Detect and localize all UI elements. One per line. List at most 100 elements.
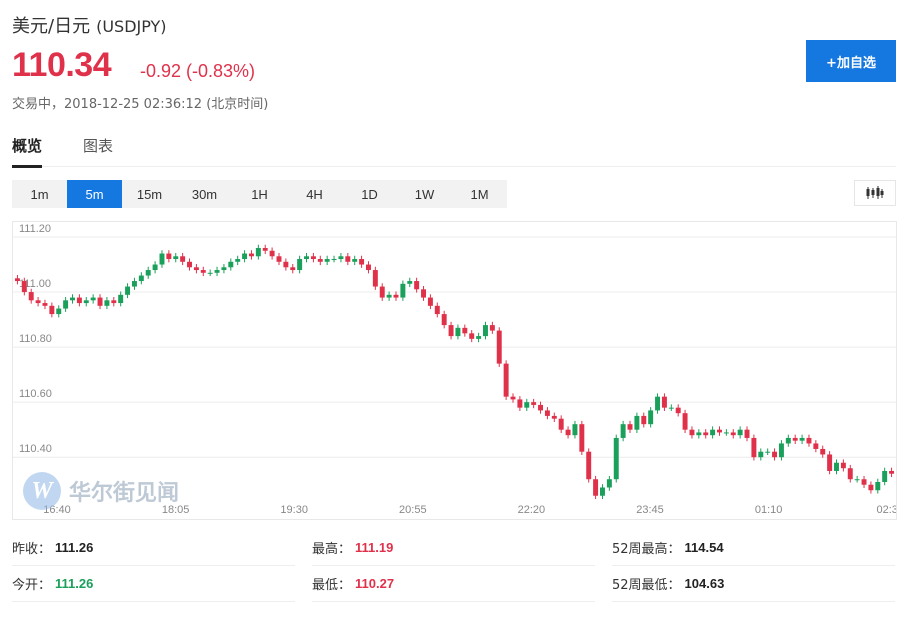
stat-value: 114.54 (684, 540, 724, 555)
candle-body (49, 305, 55, 315)
candle-body (193, 267, 199, 271)
candle-body (290, 267, 296, 271)
candle-body (882, 470, 888, 482)
stat-52w-low: 52周最低： 104.63 (612, 566, 895, 602)
candle-body (544, 410, 550, 416)
candle-body (524, 402, 530, 408)
candle-body (242, 253, 248, 260)
candle-body (806, 437, 812, 444)
candle-body (868, 484, 874, 491)
price-chart[interactable]: 111.20 111.00 110.80 110.60 110.40 16:40 18:05… (12, 221, 897, 520)
candle-body (262, 248, 268, 251)
candle-body (145, 270, 151, 276)
interval-4h[interactable]: 4H (306, 186, 323, 202)
candle-body (689, 429, 695, 436)
candle-body (118, 294, 124, 304)
stat-label: 52周最高： (612, 542, 681, 557)
candle-body (90, 297, 96, 301)
candle-body (785, 437, 791, 444)
candle-body (125, 286, 131, 295)
candle-body (875, 481, 881, 491)
candle-body (200, 270, 206, 273)
x-tick-label: 01:10 (755, 504, 783, 516)
current-price: 110.34 (12, 46, 112, 84)
chart-type-button[interactable] (854, 180, 896, 206)
stat-prev-close: 昨收： 111.26 (12, 530, 295, 566)
candle-body (28, 292, 34, 301)
interval-1mo[interactable]: 1M (470, 186, 489, 202)
stat-value: 111.26 (55, 540, 94, 555)
interval-1h[interactable]: 1H (251, 186, 268, 202)
candle-body (138, 275, 144, 282)
candle-body (97, 297, 103, 306)
candle-body (861, 479, 867, 485)
y-tick-label: 111.20 (19, 223, 51, 235)
candle-body (304, 256, 309, 260)
candle-body (345, 256, 351, 262)
candle-body (386, 294, 392, 298)
candle-body (758, 451, 764, 458)
candle-body (63, 300, 69, 309)
candle-body (400, 283, 406, 298)
candle-body (76, 297, 82, 304)
candle-body (586, 451, 592, 480)
interval-5m[interactable]: 5m (67, 180, 122, 208)
candle-body (834, 462, 839, 471)
candle-body (558, 418, 564, 430)
candle-body (255, 248, 261, 257)
y-tick-label: 110.60 (19, 388, 52, 400)
candle-body (235, 259, 241, 262)
candle-body (476, 336, 482, 339)
interval-1m[interactable]: 1m (30, 186, 49, 202)
candle-body (56, 308, 62, 315)
candle-body (310, 256, 316, 260)
candle-body (441, 314, 447, 326)
candle-body (854, 479, 860, 481)
tab-chart[interactable]: 图表 (83, 137, 114, 155)
candle-body (159, 253, 165, 265)
candle-body (187, 261, 192, 268)
candle-body (551, 415, 557, 419)
candle-body (228, 261, 234, 268)
candle-body (283, 261, 289, 268)
candle-body (496, 330, 502, 364)
candle-body (372, 270, 378, 287)
interval-30m[interactable]: 30m (191, 186, 218, 202)
x-tick-label: 19:30 (280, 504, 308, 516)
candle-body (565, 429, 571, 436)
tab-bar: 概览 图表 (12, 125, 896, 168)
stat-label: 最高： (312, 542, 352, 557)
candle-body (104, 300, 110, 306)
y-tick-label: 111.00 (19, 278, 51, 290)
candle-body (696, 432, 702, 436)
interval-1d[interactable]: 1D (361, 186, 378, 202)
interval-15m[interactable]: 15m (136, 186, 163, 202)
candle-body (792, 437, 798, 441)
candle-body (331, 259, 337, 261)
x-tick-label: 20:55 (399, 504, 427, 516)
instrument-title: 美元/日元 (USDJPY) (12, 12, 167, 38)
stat-label: 今开： (12, 578, 52, 593)
candle-body (634, 415, 640, 430)
candlestick-icon (866, 186, 884, 199)
candle-body (503, 363, 509, 397)
candle-body (207, 272, 213, 274)
candle-body (297, 259, 303, 271)
candle-body (813, 443, 819, 449)
candle-body (538, 404, 544, 411)
interval-selector: 1m 5m 15m 30m 1H 4H 1D 1W 1M (12, 180, 507, 208)
candle-body (682, 413, 688, 430)
candle-body (434, 305, 440, 315)
candle-body (668, 407, 674, 409)
candle-body (338, 256, 344, 260)
stat-52w-high: 52周最高： 114.54 (612, 530, 895, 566)
tab-overview[interactable]: 概览 (12, 135, 43, 168)
add-to-watchlist-button[interactable]: +加自选 (806, 40, 896, 82)
instrument-symbol: (USDJPY) (96, 17, 167, 36)
x-tick-label: 18:05 (162, 504, 190, 516)
interval-1w[interactable]: 1W (414, 186, 435, 202)
candle-body (620, 424, 626, 438)
candle-body (221, 267, 227, 271)
candle-body (613, 437, 619, 480)
